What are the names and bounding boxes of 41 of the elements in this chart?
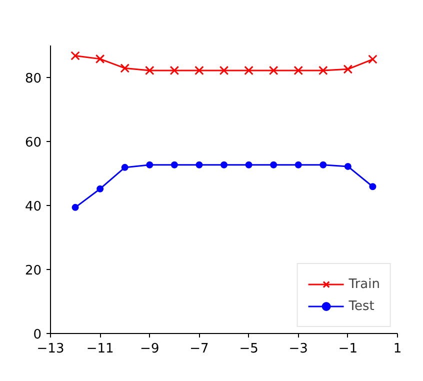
point [170,66,180,76]
point [145,66,154,76]
point [121,164,128,171]
point [268,66,278,76]
y-tick-label: 0 [33,328,42,342]
point [294,66,303,76]
x-tick-label: −13 [36,342,64,356]
x-tick-label: −9 [140,342,160,356]
y-tick-label: 20 [24,264,42,278]
point [72,204,79,211]
point [146,161,154,168]
point [219,66,229,76]
point [368,54,378,64]
point [120,64,130,73]
point [320,161,327,168]
point [318,66,328,76]
point [96,185,104,192]
x-tick-label: −11 [86,342,114,356]
point [270,161,278,168]
point [294,161,302,168]
y-tick-label: 40 [24,200,42,214]
point [245,161,252,168]
y-tick-label: 60 [24,136,42,150]
point [369,183,376,190]
point [194,66,204,76]
point [343,64,353,74]
point [196,161,203,168]
y-tick-label: 80 [24,72,42,86]
point [220,161,228,168]
point [344,162,352,170]
x-tick-label: 1 [393,342,402,356]
legend-label: Test [348,298,374,314]
x-tick-label: −7 [190,342,209,356]
legend-label: Train [348,276,380,292]
point [170,161,178,168]
point [70,51,80,60]
point [244,66,254,76]
x-tick-label: −3 [288,342,308,356]
x-tick-label: −5 [239,342,258,356]
point [95,54,105,64]
x-tick-label: −1 [338,342,358,356]
